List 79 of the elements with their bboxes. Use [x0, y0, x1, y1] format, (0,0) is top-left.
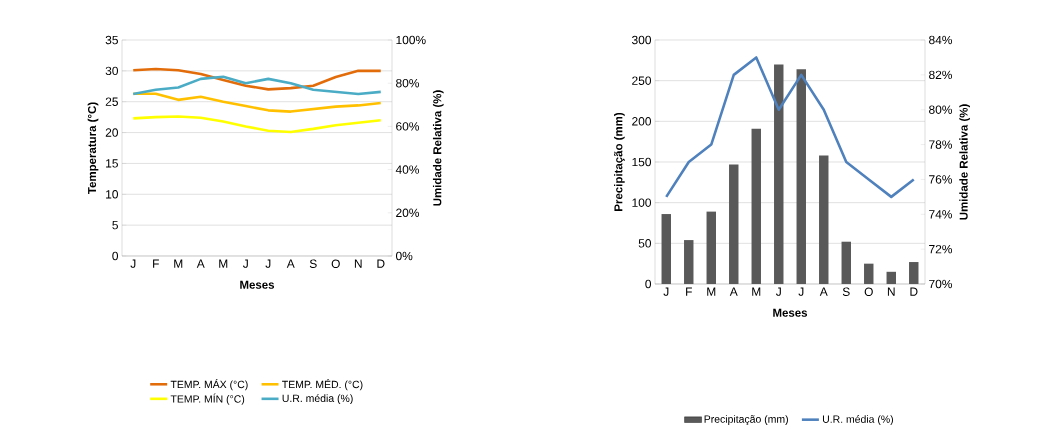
legend-label: TEMP. MÁX (°C) [170, 379, 248, 391]
line-series [664, 56, 916, 199]
y2-tick-label: 78% [929, 140, 953, 149]
y-tick-label: 50 [638, 239, 652, 248]
x-tick-label: J [130, 259, 136, 268]
x-axis-title: Meses [773, 308, 808, 317]
y-tick-label: 35 [105, 35, 118, 45]
x-tick-label: O [864, 287, 873, 296]
x-tick-label: F [153, 259, 159, 268]
y-tick-label: 300 [631, 35, 652, 45]
y2-axis-title: Umidade Relativa (%) [959, 104, 970, 220]
bar [796, 69, 806, 284]
bar [864, 263, 874, 284]
x-axis-title: Meses [240, 280, 275, 289]
x-tick-label: D [377, 259, 385, 268]
x-tick-label: D [910, 287, 918, 296]
bar [706, 211, 716, 284]
bar [684, 240, 694, 284]
bar [661, 214, 671, 284]
y-tick-label: 5 [112, 220, 118, 230]
y2-tick-label: 40% [395, 165, 420, 174]
y2-axis-title: Umidade Relativa (%) [432, 90, 444, 206]
bar [841, 241, 851, 284]
x-tick-label: A [729, 287, 738, 296]
bar [751, 128, 761, 284]
y2-tick-label: 70% [929, 279, 953, 289]
y-tick-label: 30 [105, 66, 119, 76]
x-tick-label: J [798, 287, 804, 296]
x-tick-label: J [242, 259, 248, 268]
x-tick-label: J [663, 287, 669, 296]
y2-tick-label: 80% [929, 105, 953, 114]
x-tick-label: M [219, 259, 228, 268]
y-tick-label: 0 [112, 251, 119, 261]
x-tick-label: S [309, 259, 317, 268]
legend-label: U.R. média (%) [822, 415, 893, 425]
x-tick-label: S [842, 287, 850, 296]
y2-tick-label: 76% [929, 175, 953, 184]
y2-tick-label: 60% [396, 122, 420, 131]
y-tick-label: 15 [106, 159, 118, 168]
y-tick-label: 25 [105, 97, 118, 106]
y-tick-label: 20 [105, 128, 119, 137]
x-tick-label: J [265, 259, 271, 268]
y2-tick-label: 84% [929, 35, 953, 45]
x-tick-label: N [887, 287, 895, 296]
x-tick-label: M [707, 287, 716, 296]
x-tick-label: O [331, 259, 340, 268]
bar [819, 155, 829, 284]
bar [886, 271, 896, 284]
x-tick-label: J [775, 287, 781, 296]
y2-tick-label: 20% [396, 208, 420, 218]
y-tick-label: 250 [632, 76, 652, 85]
bar [774, 64, 784, 284]
x-tick-label: M [174, 259, 183, 268]
legend-label: U.R. média (%) [282, 394, 353, 405]
y-axis-title: Precipitação (mm) [614, 112, 625, 211]
y-axis-title: Temperatura (°C) [87, 102, 99, 194]
y2-tick-label: 0% [395, 251, 413, 261]
x-tick-label: A [819, 287, 828, 296]
y2-tick-label: 100% [396, 35, 426, 45]
x-tick-label: M [752, 287, 761, 296]
legend-label: TEMP. MÉD. (°C) [282, 379, 363, 391]
y2-tick-label: 72% [929, 244, 953, 254]
legend-label: Precipitação (mm) [704, 415, 788, 425]
y-tick-label: 150 [632, 157, 652, 167]
y-tick-label: 0 [645, 279, 652, 289]
x-tick-label: F [686, 287, 692, 296]
x-tick-label: N [354, 259, 362, 268]
y2-tick-label: 80% [396, 78, 420, 88]
y-tick-label: 10 [106, 190, 119, 199]
y-tick-label: 200 [632, 117, 652, 126]
x-tick-label: A [286, 259, 295, 268]
legend-label: TEMP. MÍN (°C) [170, 393, 245, 405]
x-tick-label: A [196, 259, 205, 268]
bar [909, 262, 919, 284]
y-tick-label: 100 [632, 198, 652, 207]
y2-tick-label: 74% [929, 210, 953, 219]
y2-tick-label: 82% [929, 70, 953, 80]
bar [729, 164, 739, 284]
line-series [131, 67, 383, 91]
